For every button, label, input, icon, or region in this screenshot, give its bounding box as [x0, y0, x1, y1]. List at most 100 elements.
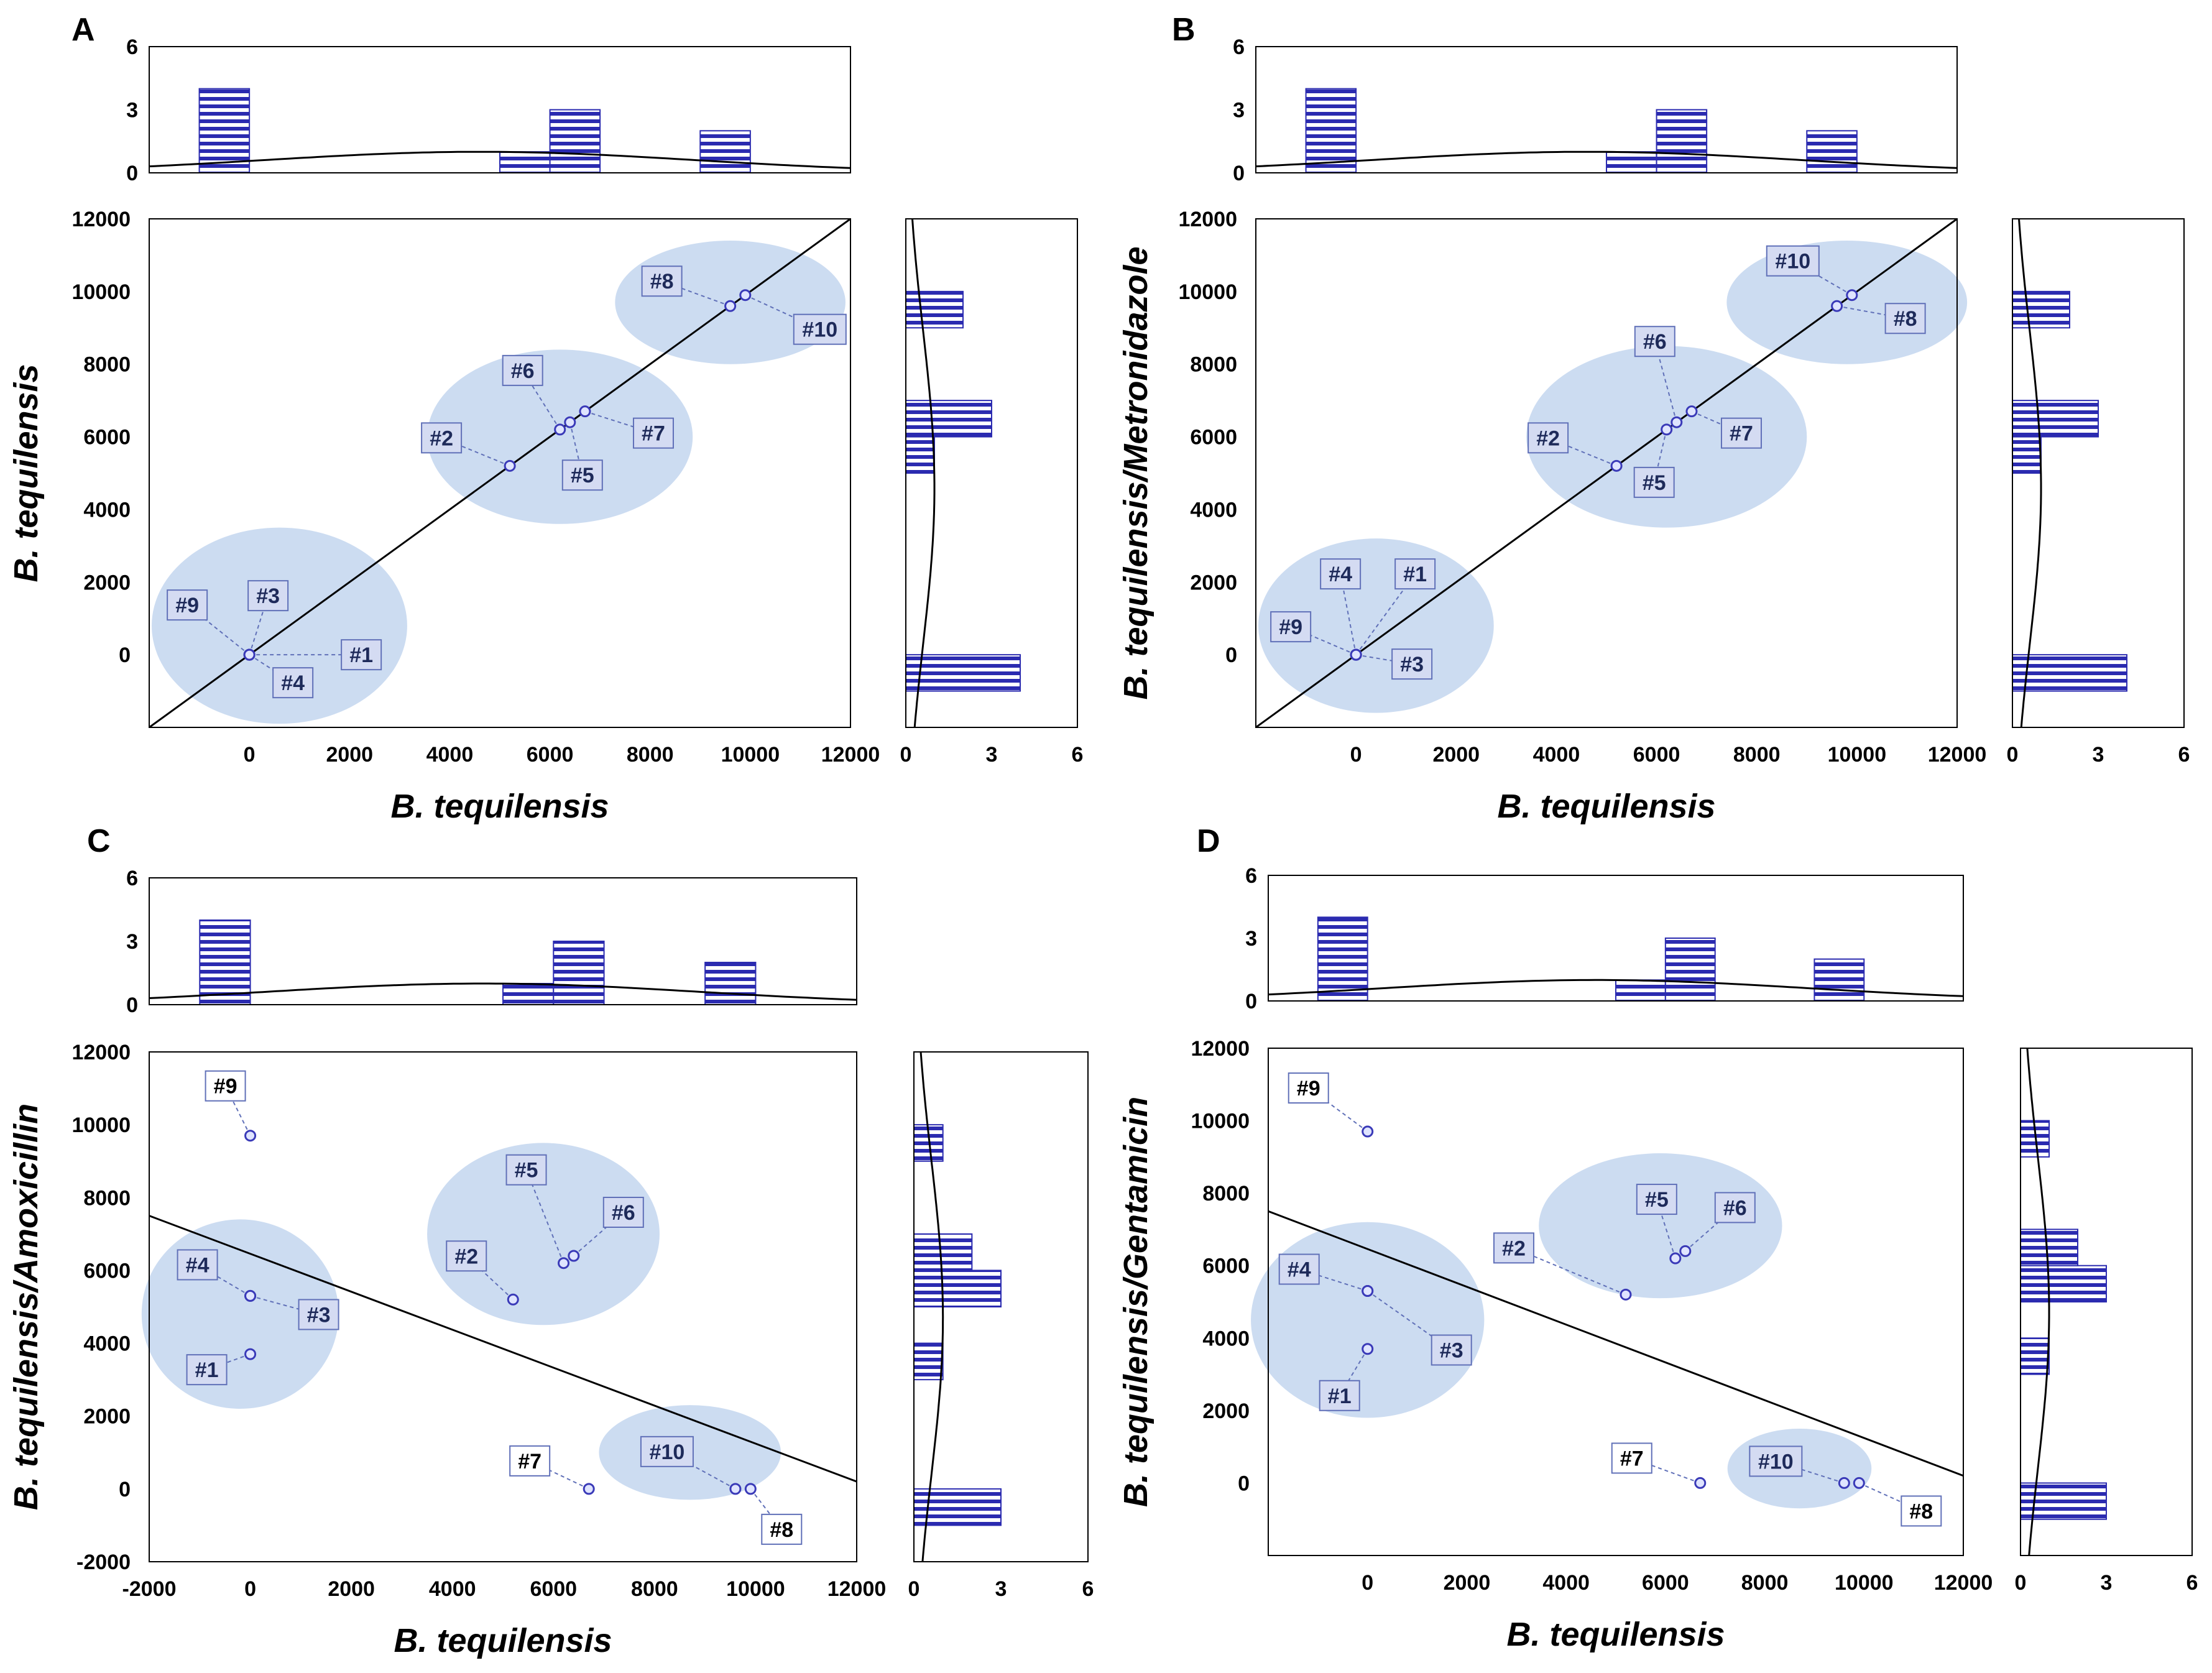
point-label-box	[1431, 1334, 1472, 1366]
x-tick-label: 2000	[1444, 1571, 1491, 1595]
top-hist-bar	[1317, 916, 1368, 1002]
x-axis-title: B. tequilensis	[1497, 788, 1715, 825]
point-label: #7	[642, 422, 665, 446]
y-tick-label: 8000	[1202, 1182, 1250, 1205]
right-hist-curve	[911, 218, 936, 728]
point-label: #8	[1909, 1500, 1933, 1523]
x-tick-label: 12000	[827, 1577, 887, 1601]
data-point	[564, 416, 576, 428]
top-hist-tick-label: 3	[126, 930, 138, 954]
x-tick-label: 8000	[631, 1577, 678, 1601]
x-tick-label: 10000	[1828, 743, 1887, 767]
label-leader	[1355, 654, 1412, 665]
right-hist-tick-label: 3	[995, 1577, 1007, 1601]
point-label-box	[167, 589, 208, 621]
data-point	[739, 289, 752, 302]
point-label: #10	[1775, 250, 1810, 274]
point-label-box	[632, 417, 674, 449]
plot-frame	[149, 218, 851, 728]
panel-B: B 0 3 6 0 2000 4000 6000 8000 10000 12000 0 2000 4000…	[1117, 12, 2190, 825]
top-hist-tick-label: 6	[1233, 35, 1245, 59]
point-label-box	[1319, 1380, 1360, 1411]
data-point	[724, 300, 737, 312]
x-tick-label: 8000	[627, 743, 674, 767]
right-hist-bar	[913, 1342, 944, 1381]
right-hist-curve	[2018, 218, 2042, 728]
point-label-box	[205, 1070, 246, 1102]
point-label: #10	[650, 1440, 685, 1464]
point-label-box	[1278, 1253, 1320, 1285]
right-hist-bar	[905, 436, 935, 474]
data-point	[507, 1293, 519, 1306]
top-hist-bar	[502, 983, 555, 1005]
x-tick-label: 10000	[721, 743, 780, 767]
point-label: #2	[1502, 1237, 1526, 1260]
x-axis-title: B. tequilensis	[390, 788, 609, 825]
x-tick-label: 10000	[1835, 1571, 1894, 1595]
point-label-box	[793, 313, 847, 345]
right-hist-curve	[919, 1051, 944, 1562]
point-label: #8	[1894, 307, 1917, 331]
top-hist-bar	[699, 130, 751, 173]
x-tick-label: 2000	[326, 743, 373, 767]
label-leader	[1308, 1087, 1368, 1132]
right-hist-tick-label: 3	[986, 743, 998, 767]
x-tick-label: 6000	[530, 1577, 577, 1601]
point-label: #6	[511, 359, 535, 383]
point-label-box	[509, 1445, 551, 1477]
x-tick-label: 12000	[1934, 1571, 1993, 1595]
y-tick-label: 8000	[83, 1186, 131, 1210]
label-leader	[584, 410, 654, 434]
top-hist-bar	[1813, 958, 1865, 1002]
data-point	[1362, 1285, 1374, 1297]
x-tick-label: 2000	[1432, 743, 1480, 767]
point-label: #9	[1297, 1077, 1320, 1100]
top-hist-bar	[704, 962, 757, 1005]
top-hist-bar	[199, 919, 251, 1005]
y-tick-label: 12000	[1178, 208, 1237, 231]
y-tick-label: 12000	[1191, 1037, 1250, 1061]
label-leader	[1691, 410, 1742, 434]
point-label-box	[1320, 558, 1362, 590]
y-tick-label: 6000	[83, 426, 131, 449]
point-label-box	[1493, 1232, 1534, 1264]
right-hist-bar	[2020, 1265, 2107, 1302]
point-label-box	[1720, 417, 1762, 449]
top-hist-bar	[553, 941, 605, 1005]
cluster-ellipse	[427, 1143, 660, 1325]
y-tick-label: 0	[1225, 643, 1237, 667]
panel-letter-C: C	[87, 823, 111, 859]
data-point	[729, 1483, 742, 1495]
y-tick-label: 10000	[1191, 1110, 1250, 1133]
point-label: #3	[256, 584, 280, 608]
y-tick-label: 10000	[1178, 280, 1237, 304]
point-label: #7	[518, 1450, 541, 1473]
point-label: #9	[175, 594, 199, 617]
data-point	[744, 1483, 757, 1495]
right-hist-tick-label: 0	[2015, 1571, 2027, 1595]
top-hist-tick-label: 6	[126, 867, 138, 890]
y-axis-title: B. tequilensis/Gentamicin	[1117, 1097, 1154, 1507]
point-label-box	[1394, 558, 1436, 590]
top-hist-bar	[198, 88, 251, 173]
right-hist-bar	[913, 1270, 1002, 1308]
right-hist-tick-label: 6	[2187, 1571, 2198, 1595]
label-leader	[1290, 626, 1357, 656]
point-label: #6	[1643, 330, 1667, 354]
y-tick-label: 2000	[83, 571, 131, 594]
x-tick-label: 10000	[726, 1577, 785, 1601]
x-tick-label: 6000	[527, 743, 574, 767]
top-hist-curve	[1255, 150, 1958, 169]
data-point	[1661, 423, 1673, 436]
x-tick-label: 6000	[1633, 743, 1680, 767]
top-hist-frame	[1268, 875, 1964, 1002]
label-leader	[569, 422, 583, 476]
point-label-box	[502, 354, 543, 386]
data-point	[1694, 1477, 1707, 1489]
y-tick-label: 0	[119, 1478, 131, 1501]
data-point	[583, 1483, 595, 1495]
y-axis-title: B. tequilensis	[7, 364, 45, 582]
data-point	[1831, 300, 1843, 312]
label-leader	[1299, 1268, 1368, 1292]
